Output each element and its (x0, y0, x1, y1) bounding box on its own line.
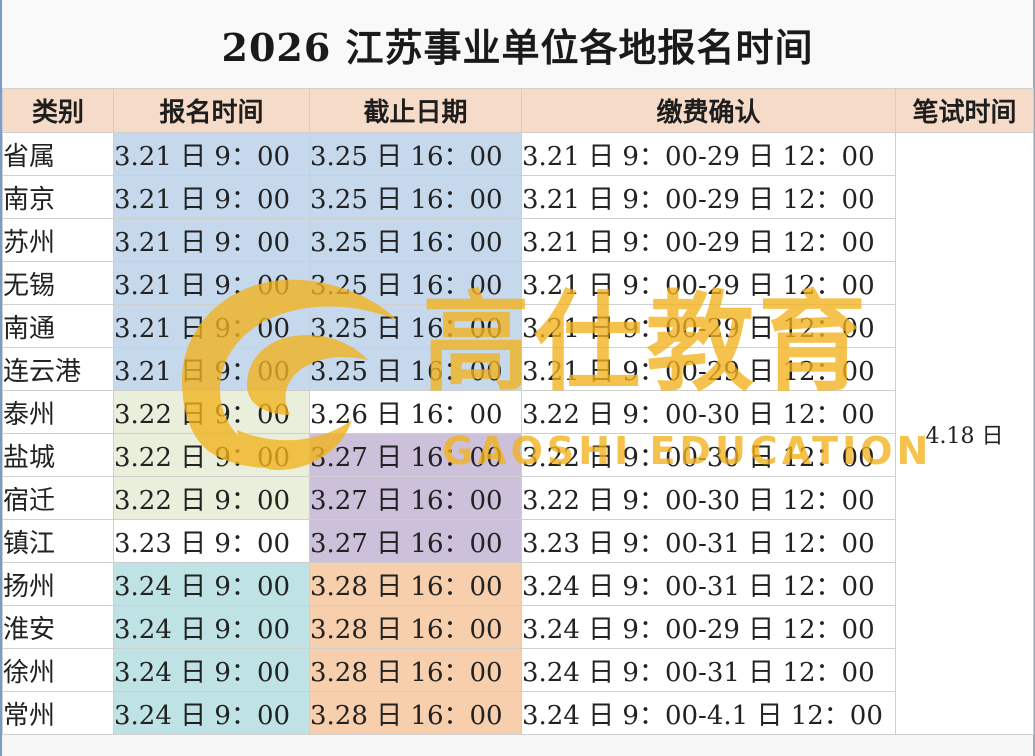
table-row: 淮安 3.24 日 9：00 3.28 日 16：00 3.24 日 9：00-… (2, 605, 1034, 649)
category-cell: 常州 (2, 691, 114, 735)
category-cell: 连云港 (2, 347, 114, 391)
deadline-cell: 3.28 日 16：00 (309, 605, 522, 649)
deadline-cell: 3.28 日 16：00 (309, 562, 522, 606)
table-row: 盐城 3.22 日 9：00 3.27 日 16：00 3.22 日 9：00-… (2, 433, 1034, 477)
reg-time-cell: 3.24 日 9：00 (113, 605, 310, 649)
category-cell: 苏州 (2, 218, 114, 262)
category-cell: 南通 (2, 304, 114, 348)
category-cell: 盐城 (2, 433, 114, 477)
header-deadline: 截止日期 (309, 88, 522, 133)
payment-cell: 3.22 日 9：00-30 日 12：00 (521, 433, 896, 477)
table-row: 无锡 3.21 日 9：00 3.25 日 16：00 3.21 日 9：00-… (2, 261, 1034, 305)
category-cell: 徐州 (2, 648, 114, 692)
reg-time-cell: 3.24 日 9：00 (113, 562, 310, 606)
deadline-cell: 3.25 日 16：00 (309, 218, 522, 262)
table-row: 宿迁 3.22 日 9：00 3.27 日 16：00 3.22 日 9：00-… (2, 476, 1034, 520)
reg-time-cell: 3.23 日 9：00 (113, 519, 310, 563)
deadline-cell: 3.27 日 16：00 (309, 433, 522, 477)
payment-cell: 3.24 日 9：00-4.1 日 12：00 (521, 691, 896, 735)
table-row: 常州 3.24 日 9：00 3.28 日 16：00 3.24 日 9：00-… (2, 691, 1034, 735)
table-row: 省属 3.21 日 9：00 3.25 日 16：00 3.21 日 9：00-… (2, 132, 1034, 735)
payment-cell: 3.24 日 9：00-31 日 12：00 (521, 562, 896, 606)
payment-cell: 3.24 日 9：00-29 日 12：00 (521, 605, 896, 649)
deadline-cell: 3.26 日 16：00 (309, 390, 522, 434)
table-header-row: 类别 报名时间 截止日期 缴费确认 笔试时间 (2, 88, 1034, 133)
category-cell: 无锡 (2, 261, 114, 305)
table-row: 扬州 3.24 日 9：00 3.28 日 16：00 3.24 日 9：00-… (2, 562, 1034, 606)
exam-time-cell: 4.18 日 (895, 132, 1034, 735)
header-exam: 笔试时间 (895, 88, 1034, 133)
deadline-cell: 3.25 日 16：00 (309, 304, 522, 348)
deadline-cell: 3.25 日 16：00 (309, 261, 522, 305)
category-cell: 省属 (2, 132, 114, 176)
reg-time-cell: 3.21 日 9：00 (113, 347, 310, 391)
reg-time-cell: 3.22 日 9：00 (113, 476, 310, 520)
reg-time-cell: 3.21 日 9：00 (113, 132, 310, 176)
header-category: 类别 (2, 88, 114, 133)
payment-cell: 3.21 日 9：00-29 日 12：00 (521, 304, 896, 348)
reg-time-cell: 3.22 日 9：00 (113, 433, 310, 477)
payment-cell: 3.21 日 9：00-29 日 12：00 (521, 261, 896, 305)
table-row: 南通 3.21 日 9：00 3.25 日 16：00 3.21 日 9：00-… (2, 304, 1034, 348)
category-cell: 南京 (2, 175, 114, 219)
payment-cell: 3.21 日 9：00-29 日 12：00 (521, 218, 896, 262)
page-title: 2026 江苏事业单位各地报名时间 (221, 24, 814, 70)
reg-time-cell: 3.21 日 9：00 (113, 218, 310, 262)
payment-cell: 3.21 日 9：00-29 日 12：00 (521, 347, 896, 391)
deadline-cell: 3.27 日 16：00 (309, 476, 522, 520)
payment-cell: 3.24 日 9：00-31 日 12：00 (521, 648, 896, 692)
deadline-cell: 3.25 日 16：00 (309, 347, 522, 391)
title-bar: 2026 江苏事业单位各地报名时间 (2, 0, 1033, 88)
deadline-cell: 3.25 日 16：00 (309, 175, 522, 219)
deadline-cell: 3.28 日 16：00 (309, 648, 522, 692)
reg-time-cell: 3.21 日 9：00 (113, 175, 310, 219)
reg-time-cell: 3.24 日 9：00 (113, 648, 310, 692)
registration-schedule-table: 类别 报名时间 截止日期 缴费确认 笔试时间 省属 3.21 日 9：00 3.… (2, 88, 1034, 735)
payment-cell: 3.22 日 9：00-30 日 12：00 (521, 476, 896, 520)
deadline-cell: 3.25 日 16：00 (309, 132, 522, 176)
payment-cell: 3.22 日 9：00-30 日 12：00 (521, 390, 896, 434)
header-reg-time: 报名时间 (113, 88, 310, 133)
table-row: 镇江 3.23 日 9：00 3.27 日 16：00 3.23 日 9：00-… (2, 519, 1034, 563)
reg-time-cell: 3.22 日 9：00 (113, 390, 310, 434)
reg-time-cell: 3.21 日 9：00 (113, 261, 310, 305)
category-cell: 泰州 (2, 390, 114, 434)
table-row: 徐州 3.24 日 9：00 3.28 日 16：00 3.24 日 9：00-… (2, 648, 1034, 692)
table-row: 南京 3.21 日 9：00 3.25 日 16：00 3.21 日 9：00-… (2, 175, 1034, 219)
category-cell: 扬州 (2, 562, 114, 606)
reg-time-cell: 3.24 日 9：00 (113, 691, 310, 735)
category-cell: 淮安 (2, 605, 114, 649)
payment-cell: 3.21 日 9：00-29 日 12：00 (521, 132, 896, 176)
deadline-cell: 3.27 日 16：00 (309, 519, 522, 563)
payment-cell: 3.21 日 9：00-29 日 12：00 (521, 175, 896, 219)
category-cell: 宿迁 (2, 476, 114, 520)
table-row: 泰州 3.22 日 9：00 3.26 日 16：00 3.22 日 9：00-… (2, 390, 1034, 434)
header-payment: 缴费确认 (521, 88, 896, 133)
reg-time-cell: 3.21 日 9：00 (113, 304, 310, 348)
table-row: 苏州 3.21 日 9：00 3.25 日 16：00 3.21 日 9：00-… (2, 218, 1034, 262)
category-cell: 镇江 (2, 519, 114, 563)
deadline-cell: 3.28 日 16：00 (309, 691, 522, 735)
table-row: 连云港 3.21 日 9：00 3.25 日 16：00 3.21 日 9：00… (2, 347, 1034, 391)
payment-cell: 3.23 日 9：00-31 日 12：00 (521, 519, 896, 563)
